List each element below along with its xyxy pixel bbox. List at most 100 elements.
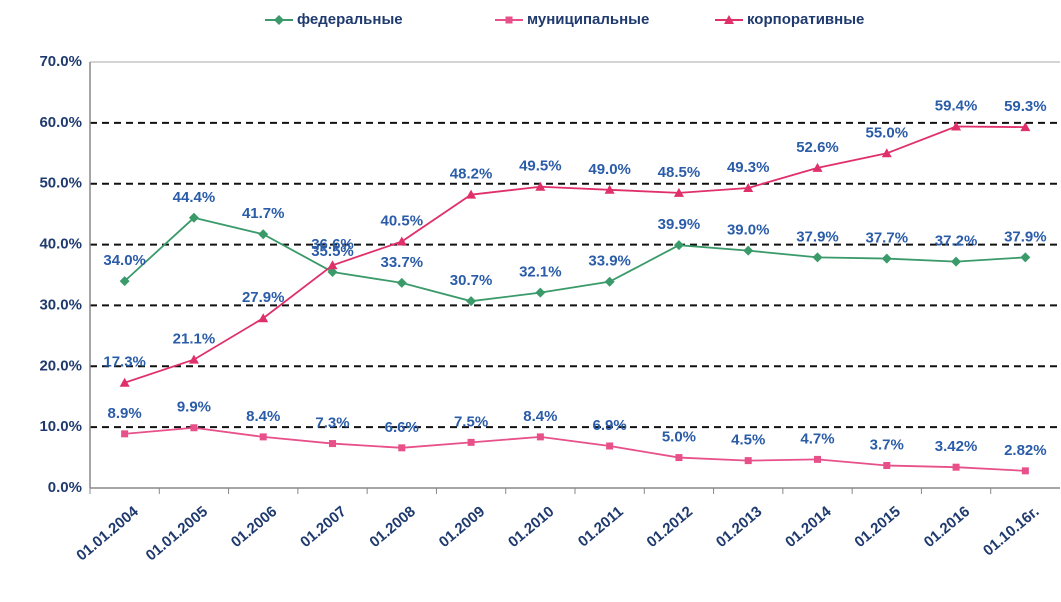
x-tick-label: 01.2015 (851, 503, 903, 551)
point (396, 236, 407, 246)
point (881, 148, 892, 158)
y-tick-label: 40.0% (39, 236, 82, 253)
data-label: 39.0% (727, 222, 770, 239)
y-tick-label: 20.0% (39, 357, 82, 374)
point (327, 266, 338, 277)
data-label: 33.7% (381, 254, 424, 271)
point (744, 457, 752, 465)
legend-label: муниципальные (527, 11, 649, 28)
data-label: 3.7% (870, 436, 904, 453)
data-label: 9.9% (177, 399, 211, 416)
point (466, 189, 477, 199)
data-label: 39.9% (658, 216, 701, 233)
point (327, 260, 338, 270)
point (951, 256, 962, 267)
x-tick-label: 01.2012 (644, 503, 696, 551)
point (119, 276, 130, 287)
data-label: 30.7% (450, 272, 493, 289)
point (881, 253, 892, 264)
x-tick-label: 01.2013 (713, 503, 765, 551)
data-label: 33.9% (588, 253, 631, 270)
data-label: 2.82% (1004, 442, 1047, 459)
point (675, 454, 683, 462)
point (673, 240, 684, 251)
x-tick-label: 01.2009 (436, 503, 488, 551)
point (883, 461, 891, 469)
data-label: 52.6% (796, 139, 839, 156)
x-tick-label: 01.2010 (505, 503, 557, 551)
data-label: 49.5% (519, 158, 562, 175)
data-label: 36.6% (311, 236, 354, 253)
x-tick-label: 01.2014 (782, 503, 835, 551)
data-label: 21.1% (173, 331, 216, 348)
point (466, 296, 477, 307)
data-label: 8.9% (108, 405, 142, 422)
point (535, 181, 546, 191)
series-line (124, 216, 1026, 303)
data-label: 59.4% (935, 97, 978, 114)
point (535, 287, 546, 298)
data-label: 8.4% (523, 408, 557, 425)
point (604, 184, 615, 194)
point (812, 252, 823, 263)
data-label: 48.5% (658, 164, 701, 181)
point (952, 463, 960, 471)
data-label: 40.5% (381, 212, 424, 229)
point (1021, 467, 1029, 475)
point (190, 424, 198, 432)
point (467, 438, 475, 446)
legend-label: федеральные (297, 11, 403, 28)
legend-label: корпоративные (747, 11, 864, 28)
point (258, 229, 269, 240)
x-tick-label: 01.01.2004 (73, 503, 142, 565)
point (258, 313, 269, 323)
x-tick-label: 01.10.16г. (980, 503, 1042, 559)
point (274, 15, 284, 25)
data-label: 37.7% (866, 230, 909, 247)
point (259, 433, 267, 441)
y-tick-label: 10.0% (39, 418, 82, 435)
point (398, 444, 406, 452)
x-tick-label: 01.2016 (921, 503, 973, 551)
data-label: 37.9% (796, 228, 839, 245)
series-line (124, 426, 1026, 472)
y-tick-label: 50.0% (39, 175, 82, 192)
x-tick-label: 01.2011 (575, 503, 627, 550)
data-label: 27.9% (242, 289, 285, 306)
point (606, 442, 614, 450)
data-label: 6.9% (593, 417, 627, 434)
data-label: 41.7% (242, 205, 285, 222)
data-label: 48.2% (450, 166, 493, 183)
data-label: 4.7% (800, 430, 834, 447)
point (1020, 122, 1031, 132)
point (604, 276, 615, 287)
x-tick-label: 01.01.2005 (143, 503, 211, 564)
x-tick-label: 01.2006 (228, 503, 280, 551)
y-tick-label: 0.0% (48, 479, 82, 496)
data-label: 37.2% (935, 233, 978, 250)
data-label: 5.0% (662, 429, 696, 446)
data-label: 55.0% (866, 124, 909, 141)
x-tick-label: 01.2008 (366, 503, 418, 551)
data-label: 7.5% (454, 413, 488, 430)
point (505, 16, 513, 24)
y-tick-label: 60.0% (39, 114, 82, 131)
point (119, 377, 130, 387)
point (536, 433, 544, 441)
data-label: 8.4% (246, 408, 280, 425)
data-label: 49.3% (727, 159, 770, 176)
point (396, 277, 407, 288)
point (743, 245, 754, 256)
point (121, 430, 129, 438)
data-label: 3.42% (935, 438, 978, 455)
data-label: 17.3% (103, 354, 146, 371)
point (814, 455, 821, 463)
data-label: 49.0% (588, 161, 631, 178)
data-label: 6.6% (385, 419, 419, 436)
data-label: 35.5% (311, 243, 354, 260)
data-label: 34.0% (103, 252, 146, 269)
point (743, 182, 754, 192)
y-tick-label: 30.0% (39, 296, 82, 313)
point (673, 187, 684, 197)
